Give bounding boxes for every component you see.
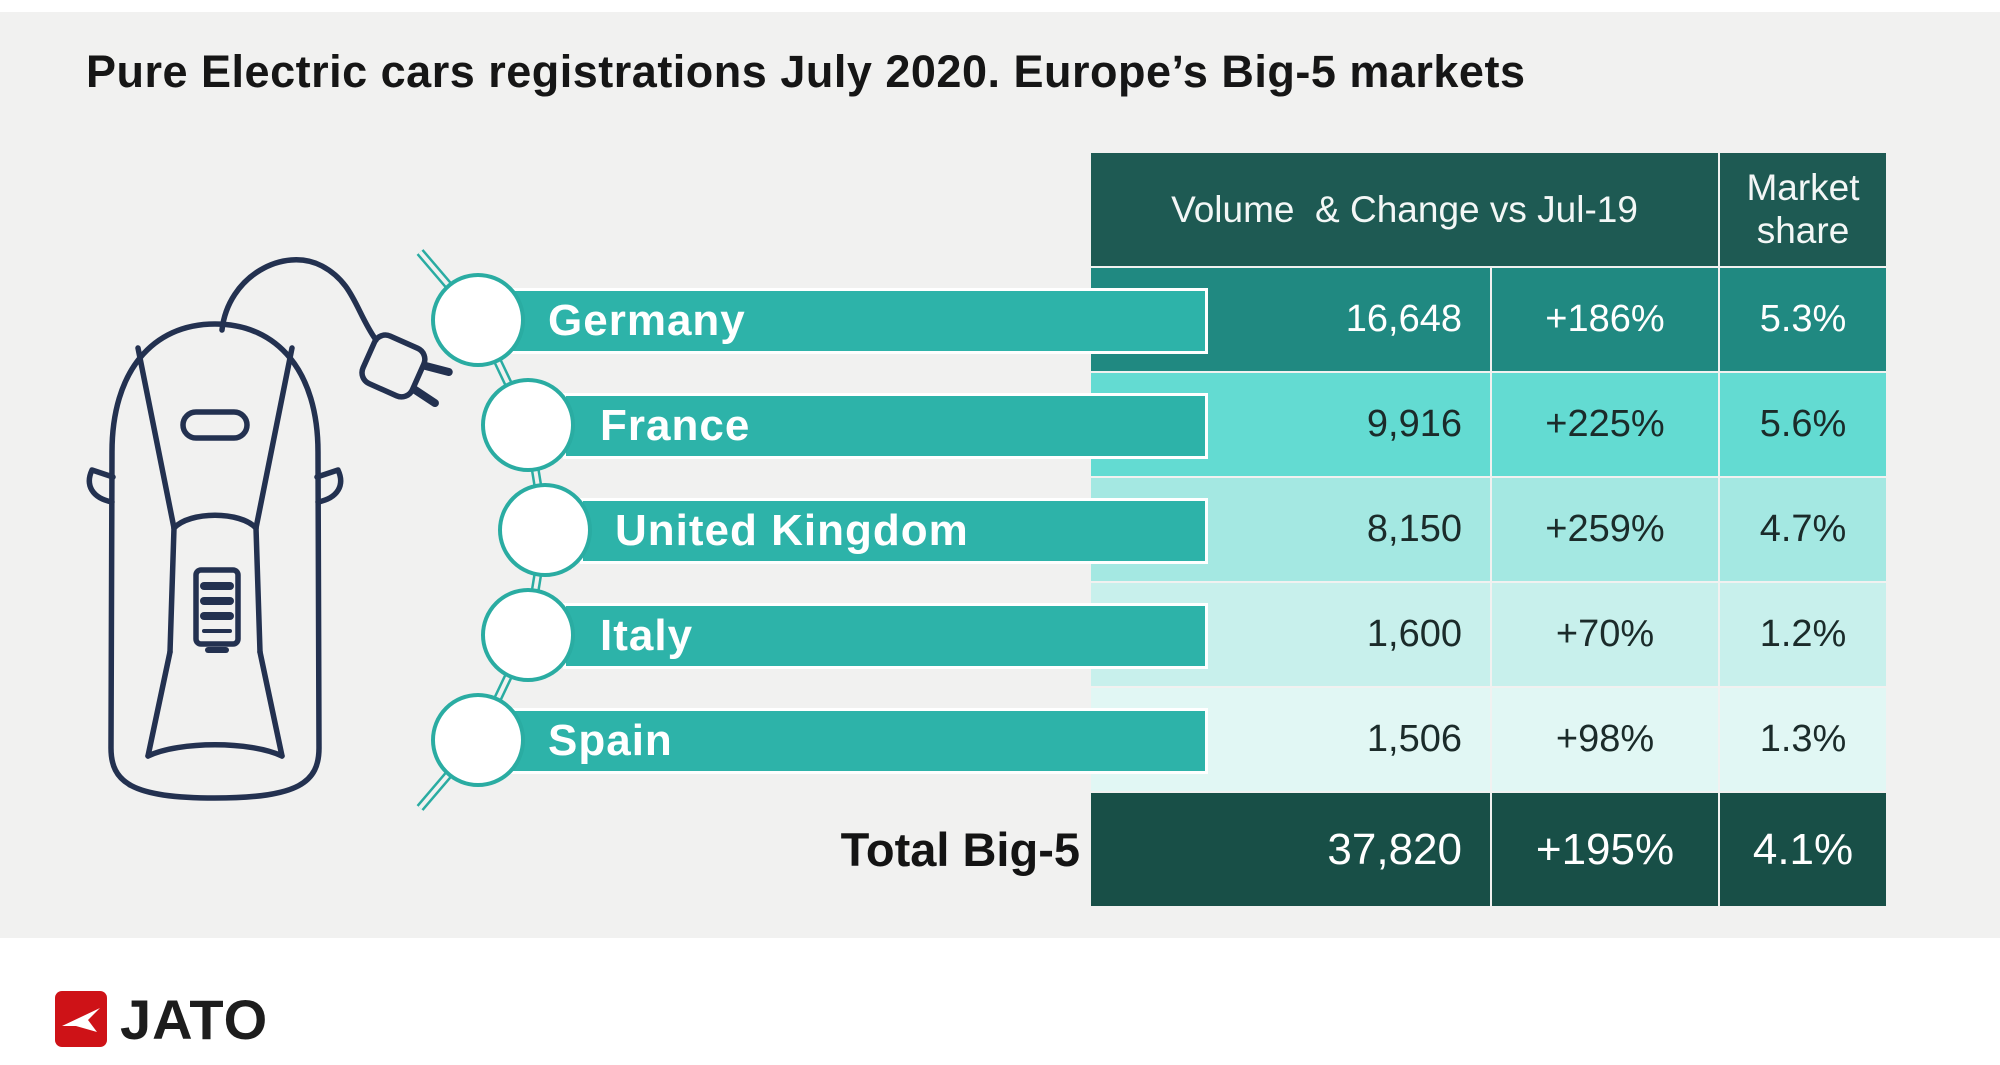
bar-italy: Italy [563,603,1208,669]
cell-italy-share: 1.2% [1720,583,1886,686]
jato-arrow-icon [55,991,107,1047]
cell-france-change: +225% [1492,373,1718,476]
bar-united-kingdom: United Kingdom [580,498,1208,564]
cell-uk-change: +259% [1492,478,1718,581]
page-title: Pure Electric cars registrations July 20… [86,46,1526,97]
cell-uk-share: 4.7% [1720,478,1886,581]
cell-germany-share: 5.3% [1720,268,1886,371]
bar-united-kingdom-label: United Kingdom [615,506,969,555]
bar-germany-label: Germany [548,296,746,345]
jato-logo: JATO [54,987,269,1051]
bar-germany: Germany [503,288,1208,354]
jato-logo-text: JATO [120,987,269,1051]
cell-italy-change: +70% [1492,583,1718,686]
bar-italy-label: Italy [600,611,694,660]
bar-spain: Spain [503,708,1208,774]
cell-total-share: 4.1% [1720,793,1886,906]
column-header-volume-change: Volume & Change vs Jul-19 [1091,153,1718,266]
bar-france: France [563,393,1208,459]
cell-france-share: 5.6% [1720,373,1886,476]
column-header-market-share: Market share [1720,153,1886,266]
cell-total-volume: 37,820 [1091,793,1490,906]
bar-france-label: France [600,401,751,450]
registrations-table: Volume & Change vs Jul-19 Market share 1… [1091,153,1886,906]
bar-spain-label: Spain [548,716,673,765]
total-row-label: Total Big-5 [840,823,1080,876]
cell-germany-change: +186% [1492,268,1718,371]
cell-spain-change: +98% [1492,688,1718,791]
cell-spain-share: 1.3% [1720,688,1886,791]
cell-total-change: +195% [1492,793,1718,906]
